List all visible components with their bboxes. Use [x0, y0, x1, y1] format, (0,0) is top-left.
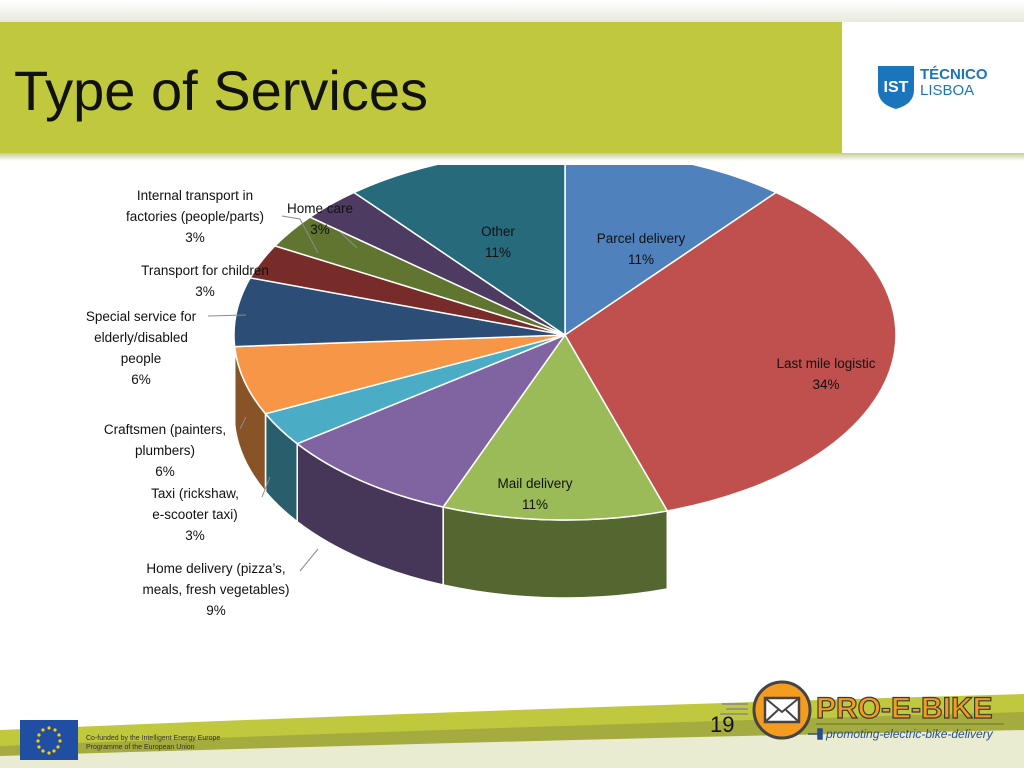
institution-line2: LISBOA: [920, 82, 975, 99]
pie-slice-3: [295, 333, 568, 508]
pie-slice-1: [563, 191, 897, 512]
pie-slice-6: [233, 276, 566, 348]
logo-box: [842, 22, 1024, 153]
page-number: 19: [710, 712, 735, 737]
slice-label-0: Parcel delivery 11%: [597, 231, 686, 267]
slice-label-3: Home delivery (pizza’s, meals, fresh vege…: [142, 561, 289, 618]
slice-label-9: Home care 3%: [287, 201, 353, 237]
eu-flag-icon: [20, 720, 78, 760]
leader-line-8: [281, 215, 319, 254]
pie-slice-2: [441, 333, 669, 521]
slice-label-7: Transport for children 3%: [141, 263, 269, 299]
brand-tagline: promoting-electric-bike-delivery: [825, 727, 994, 741]
slice-label-4: Taxi (rickshaw, e-scooter taxi) 3%: [151, 486, 239, 543]
tecnico-lisboa-logo: IST TÉCNICO LISBOA: [876, 64, 996, 110]
pie-chart: Parcel delivery 11% Last mile logistic 34% M…: [86, 165, 897, 618]
slice-label-8: Internal transport in factories (people/p…: [126, 188, 264, 245]
pie-slice-0: [564, 165, 778, 337]
pro-e-bike-logo: PRO-E-BIKE promoting-electric-bike-deliv…: [720, 680, 1004, 741]
svg-text:IST: IST: [884, 79, 909, 96]
institution-line1: TÉCNICO: [920, 66, 988, 83]
leader-line-4: [261, 476, 271, 498]
title-band: [0, 22, 842, 153]
brand-name: PRO-E-BIKE: [816, 692, 993, 725]
leader-line-6: [207, 314, 247, 317]
top-stripe: [0, 0, 1024, 22]
slice-label-10: Other 11%: [481, 224, 515, 260]
leader-line-3: [299, 548, 319, 572]
leader-line-5: [239, 416, 247, 430]
band-shadow: [0, 153, 1024, 161]
pie-slice-10: [352, 165, 566, 337]
leader-line-9: [339, 231, 358, 249]
pie-slice-5: [233, 334, 566, 415]
slice-label-6: Special service for elderly/disabled peopl…: [86, 309, 197, 387]
slice-label-1: Last mile logistic 34%: [776, 356, 875, 392]
eu-cofunding-text: Co-funded by the Intelligent Energy Euro…: [86, 734, 256, 752]
page-title: Type of Services: [14, 59, 428, 122]
ist-shield-icon: IST: [878, 66, 914, 109]
slice-label-5: Craftsmen (painters, plumbers) 6%: [104, 422, 226, 479]
eu-text-line2: Programme of the European Union: [86, 744, 195, 751]
eu-text-line1: Co-funded by the Intelligent Energy Euro…: [86, 735, 221, 742]
slice-label-2: Mail delivery 11%: [497, 476, 572, 512]
plug-icon: [808, 728, 823, 740]
